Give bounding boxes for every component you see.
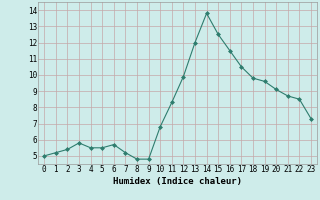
X-axis label: Humidex (Indice chaleur): Humidex (Indice chaleur)	[113, 177, 242, 186]
